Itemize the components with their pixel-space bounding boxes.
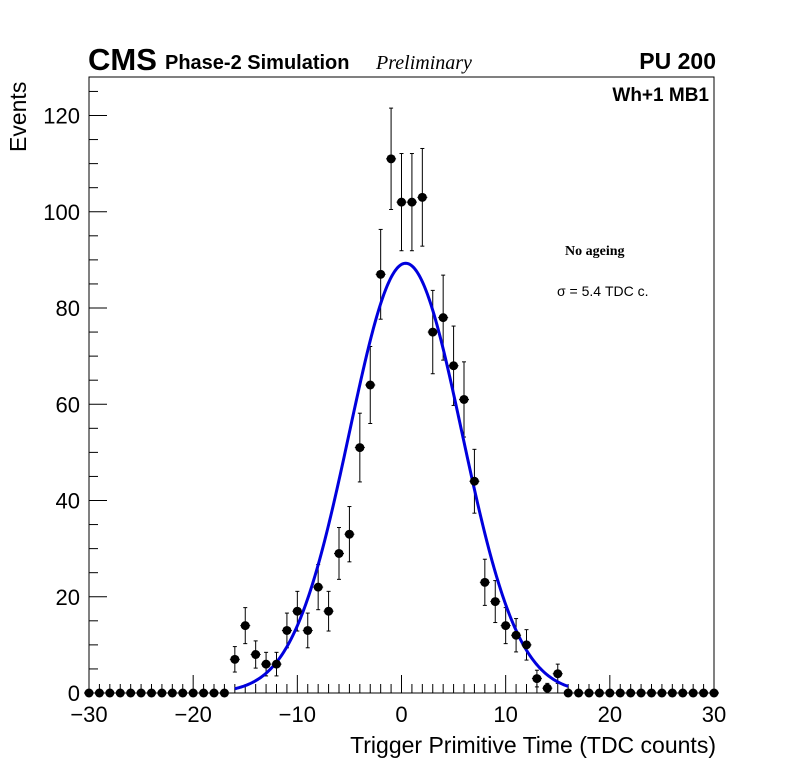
data-point [709,688,719,698]
data-point [594,688,604,698]
data-point [626,688,636,698]
data-point [657,688,667,698]
data-point [84,688,94,698]
data-point [438,313,448,323]
data-point [251,650,261,659]
data-point [136,688,146,698]
x-tick-label: 20 [598,702,622,727]
simulation-label: Phase-2 Simulation [165,52,350,74]
y-tick-label: 20 [56,585,80,610]
data-point [522,640,531,650]
data-points [84,154,719,698]
data-point [647,688,656,698]
data-point [636,688,646,698]
data-point [126,688,136,698]
data-point [219,688,229,698]
data-point [605,688,615,698]
x-tick-label: −30 [70,702,107,727]
data-point [459,394,469,404]
data-point [157,688,167,698]
data-point [386,154,396,164]
data-point [313,582,323,592]
data-point [240,621,250,631]
x-axis-title: Trigger Primitive Time (TDC counts) [350,732,716,758]
resolution-label: σ = 5.4 TDC c. [557,283,649,299]
y-axis-title: Events [5,82,31,152]
x-tick-label: −10 [279,702,316,727]
data-point [209,688,219,698]
x-tick-label: −20 [175,702,212,727]
y-tick-label: 0 [68,681,80,706]
data-point [376,269,386,279]
data-point [147,688,156,698]
cms-logo-text: CMS [88,42,157,77]
gaussian-fit-curve [234,261,569,691]
data-point [178,688,188,698]
error-bars [232,107,560,694]
data-point [303,625,313,635]
data-point [94,688,104,698]
data-point [469,476,479,486]
data-point [542,683,552,693]
y-tick-label: 40 [56,489,80,514]
data-point [501,621,511,631]
data-point [563,688,573,698]
data-point [574,688,584,698]
data-point [230,654,240,664]
data-point [699,688,709,698]
data-point [334,548,344,558]
x-tick-label: 0 [395,702,407,727]
x-tick-label: 30 [702,702,726,727]
preliminary-label: Preliminary [375,52,472,74]
data-point [511,630,521,640]
data-point [272,659,281,669]
data-point [105,688,115,698]
data-point [261,659,271,669]
data-point [397,197,406,207]
data-point [167,688,177,698]
data-point [678,688,688,698]
data-point [199,688,209,698]
data-point [324,606,334,616]
station-label: Wh+1 MB1 [612,85,709,106]
y-tick-label: 60 [56,392,80,417]
y-tick-label: 80 [56,296,80,321]
data-point [417,192,427,202]
data-point [553,669,563,679]
condition-label: No ageing [565,244,625,259]
data-point [480,577,490,587]
x-tick-label: 10 [493,702,517,727]
data-point [532,674,542,684]
data-point [667,688,677,698]
data-point [115,688,125,698]
data-point [355,443,365,453]
data-point [188,688,198,698]
data-point [344,529,354,539]
data-point [615,688,625,698]
data-point [365,380,375,390]
data-point [449,361,459,371]
data-point [584,688,594,698]
y-tick-label: 120 [43,104,80,129]
data-point [282,625,292,635]
tick-labels: −30 −20 −10 0 10 20 30 0 20 40 60 80 100 120 [43,104,726,728]
data-point [407,197,417,207]
pileup-label: PU 200 [639,48,716,74]
data-point [292,606,302,616]
data-point [428,327,438,337]
data-point [490,597,500,607]
y-tick-label: 100 [43,200,80,225]
data-point [688,688,698,698]
